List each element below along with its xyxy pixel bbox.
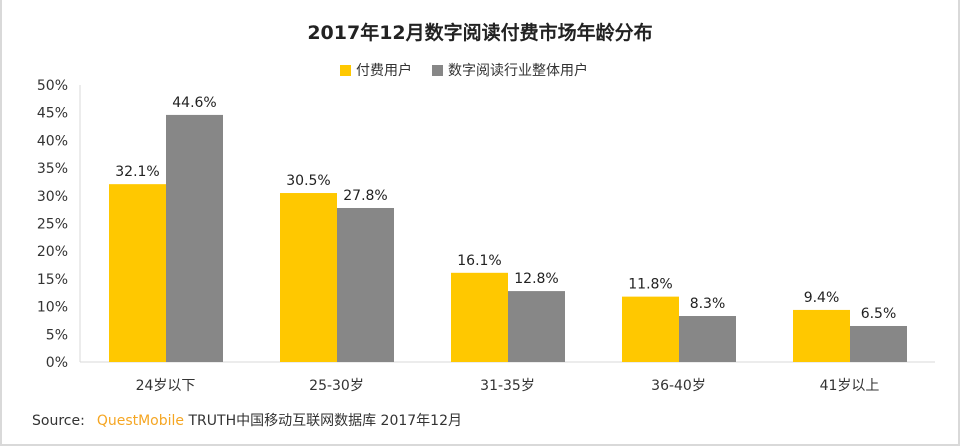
bar-overall [166, 114, 223, 362]
x-tick-label: 31-35岁 [480, 378, 535, 394]
x-tick-label: 36-40岁 [651, 378, 706, 394]
data-label: 12.8% [514, 271, 558, 287]
legend-label-paid: 付费用户 [356, 63, 412, 79]
bar-paid [109, 184, 166, 362]
bar-paid [280, 193, 337, 362]
bar-paid [793, 309, 850, 362]
y-tick-label: 40% [37, 133, 68, 149]
source-label: Source: [32, 413, 85, 429]
legend-swatch-paid [340, 64, 351, 76]
bar-overall [337, 207, 394, 362]
y-tick-label: 10% [37, 300, 68, 316]
y-tick-label: 15% [37, 272, 68, 288]
source-brand: QuestMobile [96, 413, 185, 429]
source-line: Source: QuestMobile TRUTH中国移动互联网数据库 2017年… [32, 410, 462, 430]
chart-title: 2017年12月数字阅读付费市场年龄分布 [307, 22, 653, 44]
data-label: 27.8% [343, 188, 387, 204]
data-label: 44.6% [172, 95, 216, 111]
legend-item-paid: 付费用户 [340, 60, 412, 80]
bar-paid [622, 296, 679, 362]
data-label: 32.1% [115, 164, 159, 180]
y-tick-label: 20% [37, 244, 68, 260]
x-tick-label: 25-30岁 [309, 378, 364, 394]
data-label: 11.8% [628, 277, 672, 293]
y-tick-label: 30% [37, 189, 68, 205]
y-tick-label: 35% [37, 161, 68, 177]
data-label: 16.1% [457, 253, 501, 269]
legend-label-overall: 数字阅读行业整体用户 [448, 63, 588, 79]
y-tick-label: 0% [46, 355, 68, 371]
bar-overall [508, 291, 565, 362]
data-label: 9.4% [804, 290, 840, 306]
source-text: TRUTH中国移动互联网数据库 2017年12月 [188, 413, 462, 429]
bar-overall [679, 316, 736, 362]
legend-swatch-overall [432, 64, 443, 76]
data-label: 30.5% [286, 173, 330, 189]
y-tick-label: 25% [37, 217, 68, 233]
y-tick-label: 5% [46, 327, 68, 343]
legend-item-overall: 数字阅读行业整体用户 [432, 60, 588, 80]
x-tick-label: 41岁以上 [820, 378, 880, 394]
data-label: 6.5% [861, 306, 897, 322]
bar-paid [451, 272, 508, 362]
data-label: 8.3% [690, 296, 726, 312]
y-tick-label: 45% [37, 106, 68, 122]
legend: 付费用户 数字阅读行业整体用户 [340, 60, 588, 80]
bar-overall [850, 325, 907, 362]
x-tick-label: 24岁以下 [136, 378, 196, 394]
y-tick-label: 50% [37, 78, 68, 94]
